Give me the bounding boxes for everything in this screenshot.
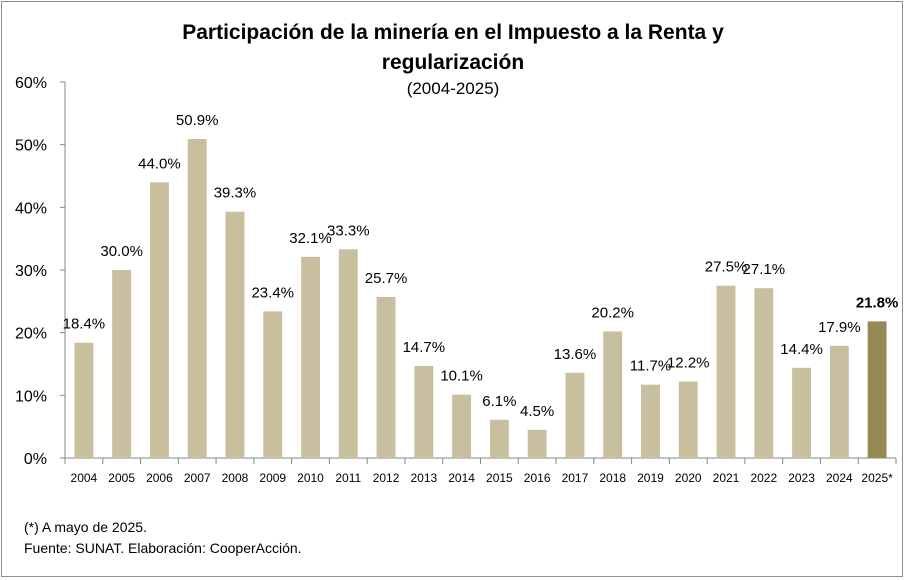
bar — [263, 311, 283, 458]
data-label: 10.1% — [440, 368, 483, 385]
x-tick-label: 2004 — [71, 471, 98, 485]
x-tick-label: 2017 — [562, 471, 589, 485]
bar — [225, 211, 245, 458]
bar — [489, 419, 509, 458]
x-tick-label: 2009 — [259, 471, 286, 485]
bar — [565, 372, 585, 458]
x-tick-label: 2023 — [788, 471, 815, 485]
y-tick-label: 20% — [15, 326, 47, 343]
y-tick-label: 50% — [15, 138, 47, 155]
data-label: 20.2% — [591, 304, 634, 321]
chart-title: Participación de la minería en el Impues… — [0, 18, 906, 78]
bar — [754, 288, 774, 458]
chart-subtitle: (2004-2025) — [406, 79, 500, 98]
bar — [867, 321, 887, 458]
data-label: 25.7% — [365, 270, 408, 287]
bar — [414, 365, 434, 458]
data-label: 27.1% — [743, 261, 786, 278]
x-tick-label: 2015 — [486, 471, 513, 485]
x-tick-label: 2025* — [861, 471, 893, 485]
x-tick-label: 2021 — [713, 471, 740, 485]
data-label: 17.9% — [818, 319, 861, 336]
bar — [603, 331, 623, 458]
x-tick-label: 2006 — [146, 471, 173, 485]
bar — [376, 296, 396, 458]
data-label: 12.2% — [667, 355, 710, 372]
data-label: 50.9% — [176, 112, 219, 129]
bar — [716, 285, 736, 458]
data-label: 13.6% — [554, 346, 597, 363]
y-tick-label: 0% — [24, 451, 47, 468]
y-tick-label: 30% — [15, 263, 47, 280]
bar — [301, 256, 320, 458]
data-label: 39.3% — [214, 185, 257, 202]
data-label: 21.8% — [856, 294, 899, 311]
x-tick-label: 2016 — [524, 471, 551, 485]
bar — [74, 342, 94, 458]
x-tick-label: 2014 — [448, 471, 475, 485]
x-tick-label: 2022 — [750, 471, 777, 485]
x-tick-label: 2011 — [335, 471, 361, 485]
bar — [527, 429, 547, 458]
chart-title-line-1: Participación de la minería en el Impues… — [182, 21, 724, 44]
x-tick-label: 2008 — [222, 471, 249, 485]
data-label: 23.4% — [251, 284, 294, 301]
x-tick-label: 2005 — [108, 471, 135, 485]
x-tick-label: 2019 — [637, 471, 664, 485]
bar — [338, 249, 358, 458]
data-label: 18.4% — [63, 316, 106, 333]
chart-notes: (*) A mayo de 2025. Fuente: SUNAT. Elabo… — [24, 517, 302, 559]
y-tick-label: 10% — [15, 388, 47, 405]
bar — [829, 345, 849, 458]
data-label: 4.5% — [520, 403, 554, 420]
footnote: (*) A mayo de 2025. — [24, 519, 147, 535]
x-tick-label: 2024 — [826, 471, 853, 485]
x-tick-label: 2012 — [373, 471, 400, 485]
bar — [452, 394, 472, 458]
data-label: 30.0% — [100, 243, 143, 260]
y-tick-label: 40% — [15, 200, 47, 217]
bar — [792, 367, 812, 458]
data-label: 11.7% — [630, 358, 671, 375]
data-label: 32.1% — [289, 230, 332, 247]
bar — [112, 270, 132, 458]
x-tick-label: 2013 — [410, 471, 437, 485]
bar — [149, 182, 169, 458]
data-label: 44.0% — [138, 155, 181, 172]
x-tick-label: 2010 — [297, 471, 324, 485]
x-tick-label: 2007 — [184, 471, 211, 485]
data-label: 27.5% — [705, 259, 748, 276]
data-label: 14.7% — [403, 339, 446, 356]
bar — [641, 384, 660, 458]
source-note: Fuente: SUNAT. Elaboración: CooperAcción… — [24, 540, 302, 556]
data-label: 14.4% — [780, 341, 823, 358]
chart-title-line-2: regularización — [381, 51, 525, 74]
y-tick-label: 60% — [15, 75, 47, 92]
bar — [187, 139, 207, 458]
bar — [678, 381, 698, 458]
x-tick-label: 2018 — [599, 471, 626, 485]
x-tick-label: 2020 — [675, 471, 702, 485]
data-label: 6.1% — [482, 393, 516, 410]
data-label: 33.3% — [327, 222, 370, 239]
